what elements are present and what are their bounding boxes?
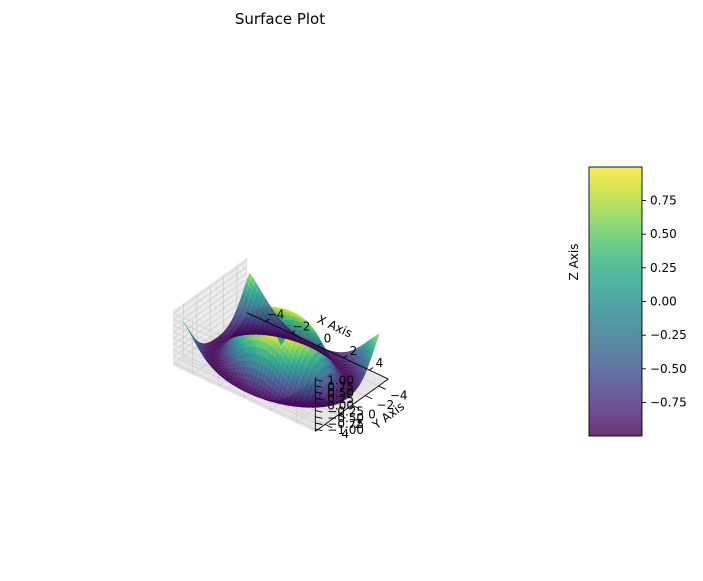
z-tick bbox=[315, 379, 323, 382]
x-tick bbox=[369, 367, 374, 371]
z-tick-label: −1.00 bbox=[327, 423, 364, 437]
x-tick-label: 2 bbox=[350, 344, 358, 358]
z-tick bbox=[315, 416, 323, 419]
z-tick bbox=[315, 391, 323, 394]
x-tick-label: −4 bbox=[267, 307, 285, 321]
chart-title: Surface Plot bbox=[235, 10, 325, 28]
surface-mesh bbox=[182, 272, 380, 408]
y-tick bbox=[338, 414, 346, 419]
z-tick-label: 0.50 bbox=[327, 386, 354, 400]
z-tick-label: −0.25 bbox=[327, 405, 364, 419]
z-tick bbox=[315, 410, 323, 413]
z-axis-label: Z Axis bbox=[567, 244, 581, 281]
grid-line-z-back bbox=[173, 362, 316, 430]
grid-line-z-left bbox=[173, 266, 247, 320]
x-tick bbox=[265, 318, 270, 322]
y-tick-label: −2 bbox=[376, 398, 394, 412]
grid-line-z-left bbox=[173, 272, 247, 326]
colorbar-tick-label: −0.75 bbox=[650, 396, 687, 410]
grid-line-z-left bbox=[173, 279, 247, 333]
y-tick bbox=[351, 404, 360, 409]
colorbar-tick-label: 0.75 bbox=[650, 194, 677, 208]
y-tick-label: 0 bbox=[368, 408, 376, 422]
z-tick bbox=[315, 428, 323, 432]
y-tick-label: −4 bbox=[390, 388, 408, 402]
y-tick bbox=[324, 423, 333, 429]
z-tick-label: 0.25 bbox=[327, 392, 354, 406]
z-tick-label: 0.75 bbox=[327, 380, 354, 394]
colorbar-tick-label: −0.25 bbox=[650, 328, 687, 342]
colorbar-tick-label: 0.00 bbox=[650, 295, 677, 309]
y-tick bbox=[378, 385, 386, 390]
colorbar-tick-label: 0.50 bbox=[650, 227, 677, 241]
colorbar-tick-label: −0.50 bbox=[650, 362, 687, 376]
z-tick-label: −0.75 bbox=[327, 417, 364, 431]
z-tick-label: −0.50 bbox=[327, 411, 364, 425]
x-axis-label: X Axis bbox=[315, 312, 354, 340]
z-tick bbox=[315, 385, 323, 388]
z-tick bbox=[315, 397, 323, 401]
grid-line-z-left bbox=[173, 297, 247, 351]
grid-line-z-left bbox=[173, 291, 247, 345]
surface-face bbox=[374, 333, 380, 342]
z-tick-label: 0.00 bbox=[327, 398, 354, 412]
colorbar-tick-label: 0.25 bbox=[650, 261, 677, 275]
y-tick-label: 4 bbox=[341, 427, 349, 441]
colorbar: −0.75 −0.50 −0.25 0.00 0.25 0.50 0.75 bbox=[588, 166, 687, 437]
y-tick-label: 2 bbox=[355, 417, 363, 431]
x-tick bbox=[343, 354, 348, 359]
x-tick-label: 4 bbox=[376, 356, 384, 370]
x-tick bbox=[317, 342, 322, 347]
grid-line-z-left bbox=[173, 260, 247, 314]
z-tick-label: 1.00 bbox=[327, 374, 354, 388]
grid-line-z-left bbox=[173, 285, 247, 339]
x-tick bbox=[291, 330, 296, 334]
z-tick bbox=[315, 403, 323, 407]
x-tick-label: 0 bbox=[324, 332, 332, 346]
y-tick bbox=[365, 395, 373, 400]
x-tick-label: −2 bbox=[293, 319, 311, 333]
z-tick bbox=[315, 422, 323, 425]
colorbar-gradient bbox=[588, 166, 643, 437]
